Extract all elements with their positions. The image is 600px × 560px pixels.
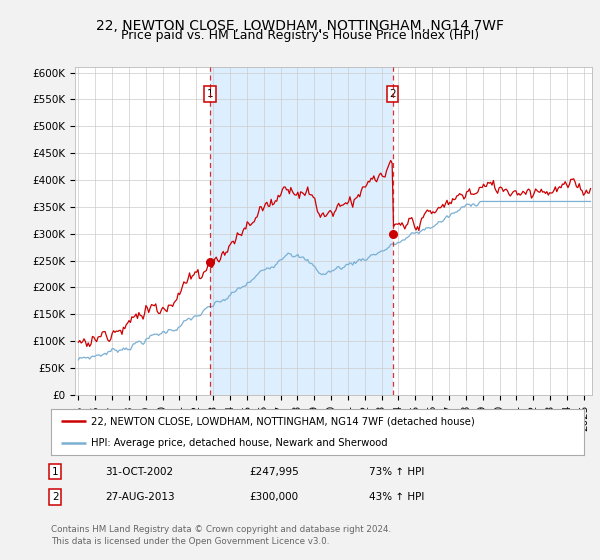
Text: £247,995: £247,995: [249, 466, 299, 477]
Bar: [210, 67, 392, 395]
Text: 27-AUG-2013: 27-AUG-2013: [105, 492, 175, 502]
Text: 31-OCT-2002: 31-OCT-2002: [105, 466, 173, 477]
Text: 22, NEWTON CLOSE, LOWDHAM, NOTTINGHAM, NG14 7WF: 22, NEWTON CLOSE, LOWDHAM, NOTTINGHAM, N…: [96, 19, 504, 33]
Text: HPI: Average price, detached house, Newark and Sherwood: HPI: Average price, detached house, Newa…: [91, 438, 388, 448]
Text: 22, NEWTON CLOSE, LOWDHAM, NOTTINGHAM, NG14 7WF (detached house): 22, NEWTON CLOSE, LOWDHAM, NOTTINGHAM, N…: [91, 416, 475, 426]
Text: 1: 1: [52, 466, 59, 477]
Text: 2: 2: [52, 492, 59, 502]
Text: £300,000: £300,000: [249, 492, 298, 502]
Text: 2: 2: [389, 89, 396, 99]
Text: 73% ↑ HPI: 73% ↑ HPI: [369, 466, 424, 477]
Text: Price paid vs. HM Land Registry's House Price Index (HPI): Price paid vs. HM Land Registry's House …: [121, 29, 479, 42]
Text: 43% ↑ HPI: 43% ↑ HPI: [369, 492, 424, 502]
Text: 1: 1: [207, 89, 214, 99]
Text: Contains HM Land Registry data © Crown copyright and database right 2024.
This d: Contains HM Land Registry data © Crown c…: [51, 525, 391, 546]
